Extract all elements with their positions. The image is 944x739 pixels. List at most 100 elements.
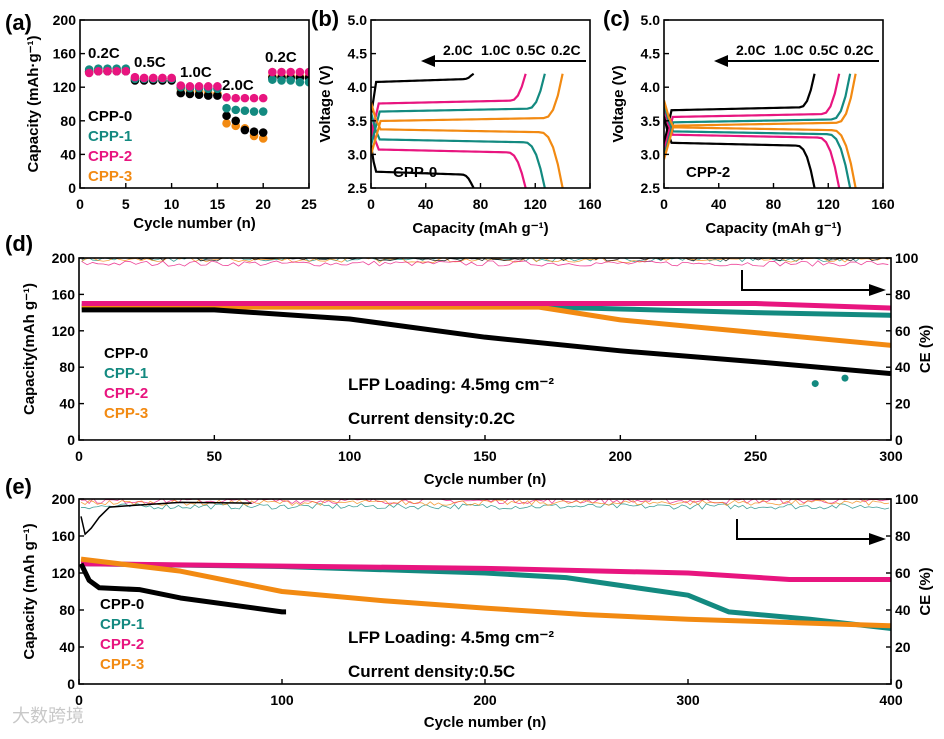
panel-label: (e) [5,474,32,499]
x-tick-label: 40 [711,196,727,212]
y-tick-label: 3.5 [348,113,368,129]
rate-arrow-label: 2.0C [736,42,766,58]
legend-entry-cpp-2: CPP-2 [104,385,148,402]
data-point-cpp-2 [112,66,121,76]
y-tick-label: 4.5 [641,46,661,62]
data-point-cpp-2 [277,67,286,77]
watermark: 大数跨境 [12,706,84,726]
ce-trace-cpp-0 [80,501,252,536]
x-tick-label: 120 [524,196,548,212]
y-axis-label: Capacity (mAh·g⁻¹) [25,35,42,172]
data-point-cpp-2 [185,82,195,91]
data-point-cpp-1 [295,77,305,87]
y-tick-label: 200 [52,250,76,266]
y2-tick-label: 60 [895,565,911,581]
x-axis-label: Cycle number (n) [424,471,547,488]
legend-entry-cpp-3: CPP-3 [88,168,132,185]
data-point-cpp-1 [304,77,309,87]
legend-entry-cpp-1: CPP-1 [104,365,148,382]
chart-panel-a: 0 5 10 15 20 25 0 40 80 120 160 200 Cycle number (n)… [5,10,317,232]
charge-curve-0.2C [664,73,857,160]
data-point-cpp-1 [231,105,241,115]
data-point-cpp-2 [148,73,158,83]
x-tick-label: 200 [609,448,633,464]
chart-panel-e: 0 100 200 300 40004080120160200020406080100C… [5,474,934,731]
y-tick-label: 3.5 [641,113,661,129]
annotation-text: Current density:0.5C [348,662,515,681]
axes-frame [79,19,310,189]
y-tick-label: 200 [52,491,76,507]
legend-entry-cpp-1: CPP-1 [100,616,144,633]
data-point-cpp-1 [268,75,277,84]
data-point-cpp-2 [222,92,231,102]
y-tick-label: 40 [59,396,75,412]
data-point-cpp-1 [286,76,295,85]
y-tick-label: 80 [59,359,75,375]
ce-trace-cpp-1 [81,503,890,510]
data-point-cpp-2 [167,73,176,83]
rate-arrow-label: 0.5C [516,42,546,58]
rate-arrow-label: 0.5C [809,42,839,58]
data-point-cpp-2 [176,81,186,90]
plot-area [81,258,891,388]
discharge-curve-2.0C [664,115,816,188]
data-point-cpp-0 [240,125,250,135]
sample-label: CPP-2 [686,164,730,181]
chart-panel-d: 0 50 100 150 200 250 3000408012016020002040608… [5,231,934,488]
data-point-cpp-2 [203,82,213,91]
data-point-cpp-2 [268,67,277,77]
y2-tick-label: 100 [895,491,919,507]
x-tick-label: 80 [473,196,489,212]
rate-label: 0.5C [134,54,166,71]
arrow-head-icon [869,533,886,545]
y2-tick-label: 80 [895,528,911,544]
y2-axis-label: CE (%) [917,567,934,615]
x-tick-label: 300 [879,448,903,464]
capacity-trace-cpp-2 [81,561,891,582]
data-point-cpp-3 [222,119,231,128]
rate-arrow-label: 1.0C [481,42,511,58]
data-point-cpp-2 [304,67,309,77]
x-tick-label: 40 [418,196,434,212]
y-tick-label: 2.5 [641,180,661,196]
legend-entry-cpp-3: CPP-3 [104,405,148,422]
x-tick-label: 5 [122,196,130,212]
y2-axis-label: CE (%) [917,325,934,373]
discharge-curve-2.0C [371,144,475,188]
x-tick-label: 160 [578,196,602,212]
y2-tick-label: 100 [895,250,919,266]
discharge-curve-0.2C [664,100,857,188]
sample-label: CPP-0 [393,164,437,181]
data-point-cpp-2 [139,73,149,83]
y2-tick-label: 80 [895,286,911,302]
x-tick-label: 0 [660,196,668,212]
capacity-trace-cpp-0 [79,562,287,615]
legend-entry-cpp-2: CPP-2 [88,148,132,165]
chart-panel-c: 0 40 80 120 160 2.5 3.0 3.5 4.0 4.5 5.0 Capacity (m… [603,6,895,237]
panel-label: (b) [311,6,339,31]
data-point-cpp-2 [121,66,131,76]
data-point-cpp-2 [286,67,295,77]
x-tick-label: 0 [367,196,375,212]
x-tick-label: 160 [871,196,895,212]
data-point-cpp-0 [258,128,268,137]
data-point-cpp-2 [258,93,268,103]
y-tick-label: 160 [53,46,77,62]
charge-curve-1.0C [371,73,527,138]
x-axis-label: Cycle number (n) [133,215,256,232]
discharge-curve-1.0C [371,122,527,188]
x-tick-label: 250 [744,448,768,464]
data-point-cpp-1 [240,106,250,116]
plot-area [84,64,309,143]
y-tick-label: 4.0 [641,79,661,95]
arrow-head-icon [714,55,728,67]
y2-tick-label: 60 [895,323,911,339]
capacity-trace-cpp-3 [80,556,891,629]
x-axis-label: Cycle number (n) [424,714,547,731]
x-tick-label: 20 [255,196,271,212]
ce-arrow [741,270,871,291]
arrow-head-icon [421,55,435,67]
data-point-cpp-0 [213,91,222,100]
y-tick-label: 4.5 [348,46,368,62]
